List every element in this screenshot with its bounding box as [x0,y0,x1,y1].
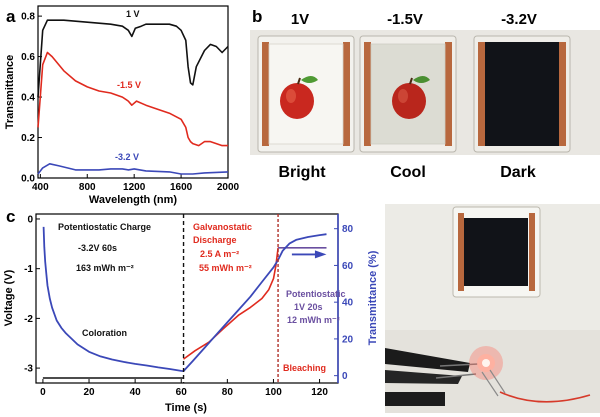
annotation: Galvanostatic [193,222,252,232]
x-tick-label: 2000 [217,182,240,193]
panel-label-a: a [6,7,16,26]
series-label-minus-3-2v: -3.2 V [115,152,139,162]
y2-tick-label: 0 [342,371,348,382]
header-minus-1-5v: -1.5V [387,11,423,28]
x-axis-label: Wavelength (nm) [89,194,178,206]
y2-tick-label: 80 [342,224,354,235]
annotation: 163 mWh m⁻² [76,263,134,273]
y2-axis-label: Transmittance (%) [367,250,379,345]
series-line-2 [37,163,229,175]
y-tick-label: 0.0 [21,174,35,185]
annotation: Potentiostatic [286,289,346,299]
x-tick-label: 40 [130,387,142,398]
panel-c-chart: 0 20 40 60 80 100 120 -3 -2 -1 0 0 20 40 60 80 Potentio… [3,213,379,414]
panel-a-chart: 400 800 1200 1600 2000 0.0 0.2 0.4 0.6 0.8 1 V -1… [4,5,240,206]
axis-arrow-head [314,250,327,259]
x-tick-label: 1200 [123,182,146,193]
annotation: 1V 20s [294,302,323,312]
y-tick-label: -1 [24,264,33,275]
header-minus-3-2v: -3.2V [501,11,537,28]
apple-icon [280,76,318,119]
y-tick-label: 0.8 [21,12,35,23]
alligator-clip-icon [385,348,479,406]
y-tick-label: -2 [24,314,33,325]
annotation: 12 mWh m⁻² [287,315,340,325]
dark-device-photo [452,206,541,298]
annotation: Potentiostatic Charge [58,222,151,232]
panel-d-photo [385,204,600,413]
x-tick-label: 80 [222,387,234,398]
panel-b-photos: 1V -1.5V -3.2V [250,11,600,181]
x-axis-label: Time (s) [165,402,207,414]
caption-dark: Dark [500,164,536,181]
annotation: 55 mWh m⁻² [199,263,252,273]
y-tick-label: 0.2 [21,133,35,144]
y-tick-label: 0 [27,214,33,225]
y2-tick-label: 20 [342,334,354,345]
device-cool [359,35,457,153]
y-axis-label: Transmittance [4,55,16,130]
x-tick-label: 0 [40,387,46,398]
y-axis-label: Voltage (V) [3,269,15,326]
caption-cool: Cool [390,164,426,181]
series-label-minus-1-5v: -1.5 V [117,80,141,90]
x-tick-label: 60 [176,387,188,398]
y-tick-label: 0.4 [21,93,35,104]
x-tick-label: 1600 [170,182,193,193]
x-tick-label: 400 [32,182,49,193]
annotation: Bleaching [283,363,326,373]
caption-bright: Bright [278,164,326,181]
series-line-0 [37,19,229,98]
y2-tick-label: 40 [342,298,354,309]
apple-icon [392,76,430,119]
annotation: -3.2V 60s [78,243,117,253]
x-tick-label: 120 [311,387,328,398]
annotation: 2.5 A m⁻² [200,249,239,259]
series-line-1 [37,51,228,147]
device-dark [473,35,571,153]
x-tick-label: 800 [79,182,96,193]
x-tick-label: 20 [83,387,95,398]
series-label-1v: 1 V [126,9,140,19]
annotation: Coloration [82,328,127,338]
series-line-1 [183,247,279,360]
device-bright [257,35,355,153]
y-tick-label: -3 [24,364,33,375]
red-led-icon [469,346,591,403]
panel-label-b: b [252,7,262,26]
y-tick-label: 0.6 [21,52,35,63]
annotation: Discharge [193,235,237,245]
x-tick-label: 100 [265,387,282,398]
y2-tick-label: 60 [342,261,354,272]
panel-label-c: c [6,207,15,226]
header-1v: 1V [291,11,309,28]
